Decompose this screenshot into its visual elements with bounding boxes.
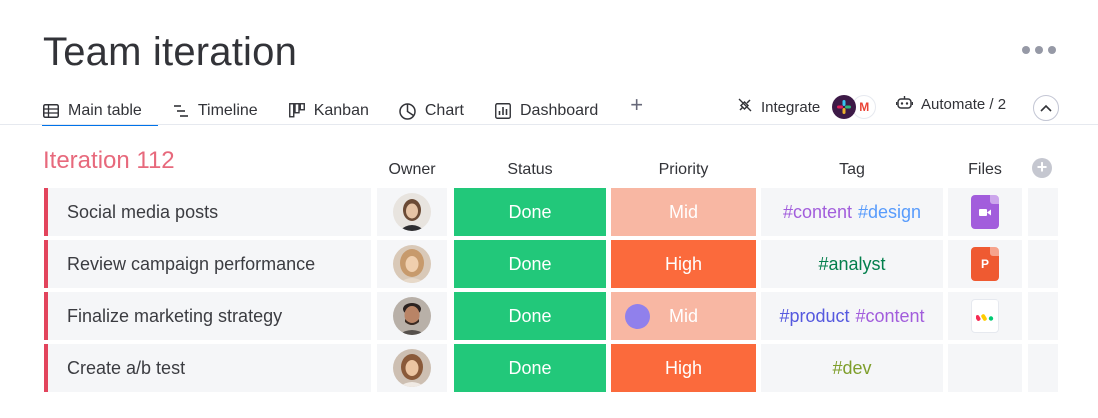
column-header-priority[interactable]: Priority [658,161,709,178]
owner-cell[interactable] [377,188,447,236]
table-row[interactable]: Create a/b test Done High #dev [44,344,1058,392]
tag-item[interactable]: #analyst [818,253,886,274]
board-title[interactable]: Team iteration [43,30,298,74]
table-row[interactable]: Review campaign performance Done High #a… [44,240,1058,288]
tag-item[interactable]: #product [779,305,850,326]
view-tabs: Main table Timeline Kanban Chart Dashboa… [42,92,643,126]
chart-icon [399,102,417,120]
video-file-icon[interactable] [971,195,999,229]
empty-cell [1028,292,1058,340]
empty-cell [1028,240,1058,288]
avatar [393,349,431,387]
presentation-file-icon[interactable]: P [971,247,999,281]
group-title[interactable]: Iteration 112 [43,147,175,174]
status-label: Done [508,305,552,326]
table-row[interactable]: Social media posts Done Mid #content #de… [44,188,1058,236]
owner-cell[interactable] [377,292,447,340]
empty-cell [1028,188,1058,236]
item-name: Social media posts [67,201,219,222]
item-name: Finalize marketing strategy [67,305,283,326]
add-view-button[interactable]: + [630,92,644,117]
add-column-button[interactable]: + [1032,158,1052,178]
tab-label: Main table [68,102,142,119]
avatar [393,193,431,231]
column-header-tag[interactable]: Tag [839,161,865,178]
avatar [393,245,431,283]
files-cell[interactable]: P [948,240,1022,288]
tag-cell[interactable]: #analyst [761,240,943,288]
item-name-cell[interactable]: Finalize marketing strategy [44,292,371,340]
tag-cell[interactable]: #dev [761,344,943,392]
priority-label: Mid [668,201,698,222]
collapse-header-button[interactable] [1033,95,1059,121]
status-cell[interactable]: Done [454,240,606,288]
integrate-label: Integrate [761,98,821,116]
file-letter: P [980,257,989,271]
tab-label: Kanban [313,102,369,119]
tag-item[interactable]: #dev [832,357,872,378]
files-cell[interactable] [948,344,1022,392]
table-icon [42,102,60,120]
more-options-icon[interactable] [1022,42,1056,58]
column-header-status[interactable]: Status [507,161,553,178]
item-name: Review campaign performance [67,253,316,274]
monday-logo-icon[interactable] [971,299,999,333]
owner-cell[interactable] [377,240,447,288]
tab-main-table[interactable]: Main table [42,92,158,126]
status-label: Done [508,253,552,274]
tag-item[interactable]: #design [858,201,922,222]
column-header-owner[interactable]: Owner [388,161,436,178]
table-row[interactable]: Finalize marketing strategy Done Mid #pr… [44,292,1058,340]
dashboard-icon [494,102,512,120]
priority-cell[interactable]: High [611,344,756,392]
item-name-cell[interactable]: Review campaign performance [44,240,371,288]
item-name: Create a/b test [67,357,186,378]
tab-dashboard[interactable]: Dashboard [494,92,598,126]
priority-cell[interactable]: Mid [611,188,756,236]
slack-icon [832,95,857,119]
tab-timeline[interactable]: Timeline [172,92,258,126]
tab-label: Timeline [197,102,258,119]
tab-label: Dashboard [520,102,599,119]
owner-cell[interactable] [377,344,447,392]
kanban-icon [288,102,306,120]
status-label: Done [508,201,552,222]
column-header-files[interactable]: Files [968,161,1002,178]
timeline-icon [172,102,190,120]
priority-label: Mid [668,305,698,326]
status-label: Done [508,357,552,378]
robot-icon [895,95,914,114]
tag-item[interactable]: #content [782,201,852,222]
chevron-up-icon [1040,99,1052,117]
automate-label: Automate / 2 [921,96,1007,113]
status-cell[interactable]: Done [454,188,606,236]
priority-cell[interactable]: Mid [611,292,756,340]
status-cell[interactable]: Done [454,344,606,392]
avatar [393,297,431,335]
tag-cell[interactable]: #content #design [761,188,943,236]
empty-cell [1028,344,1058,392]
tab-chart[interactable]: Chart [399,92,464,126]
tag-item[interactable]: #content [855,305,925,326]
tag-cell[interactable]: #product #content [761,292,943,340]
integration-logos: M [832,95,877,119]
tab-kanban[interactable]: Kanban [288,92,369,126]
status-cell[interactable]: Done [454,292,606,340]
automate-button[interactable]: Automate / 2 [895,95,1007,114]
collaborator-cursor-icon [625,304,650,329]
tabs-divider [0,124,1098,125]
files-cell[interactable] [948,292,1022,340]
item-name-cell[interactable]: Social media posts [44,188,371,236]
integrate-button[interactable]: Integrate M [737,95,877,119]
integrate-icon [737,97,753,117]
item-name-cell[interactable]: Create a/b test [44,344,371,392]
priority-label: High [664,357,703,378]
priority-cell[interactable]: High [611,240,756,288]
files-cell[interactable] [948,188,1022,236]
tab-label: Chart [424,102,464,119]
priority-label: High [664,253,703,274]
